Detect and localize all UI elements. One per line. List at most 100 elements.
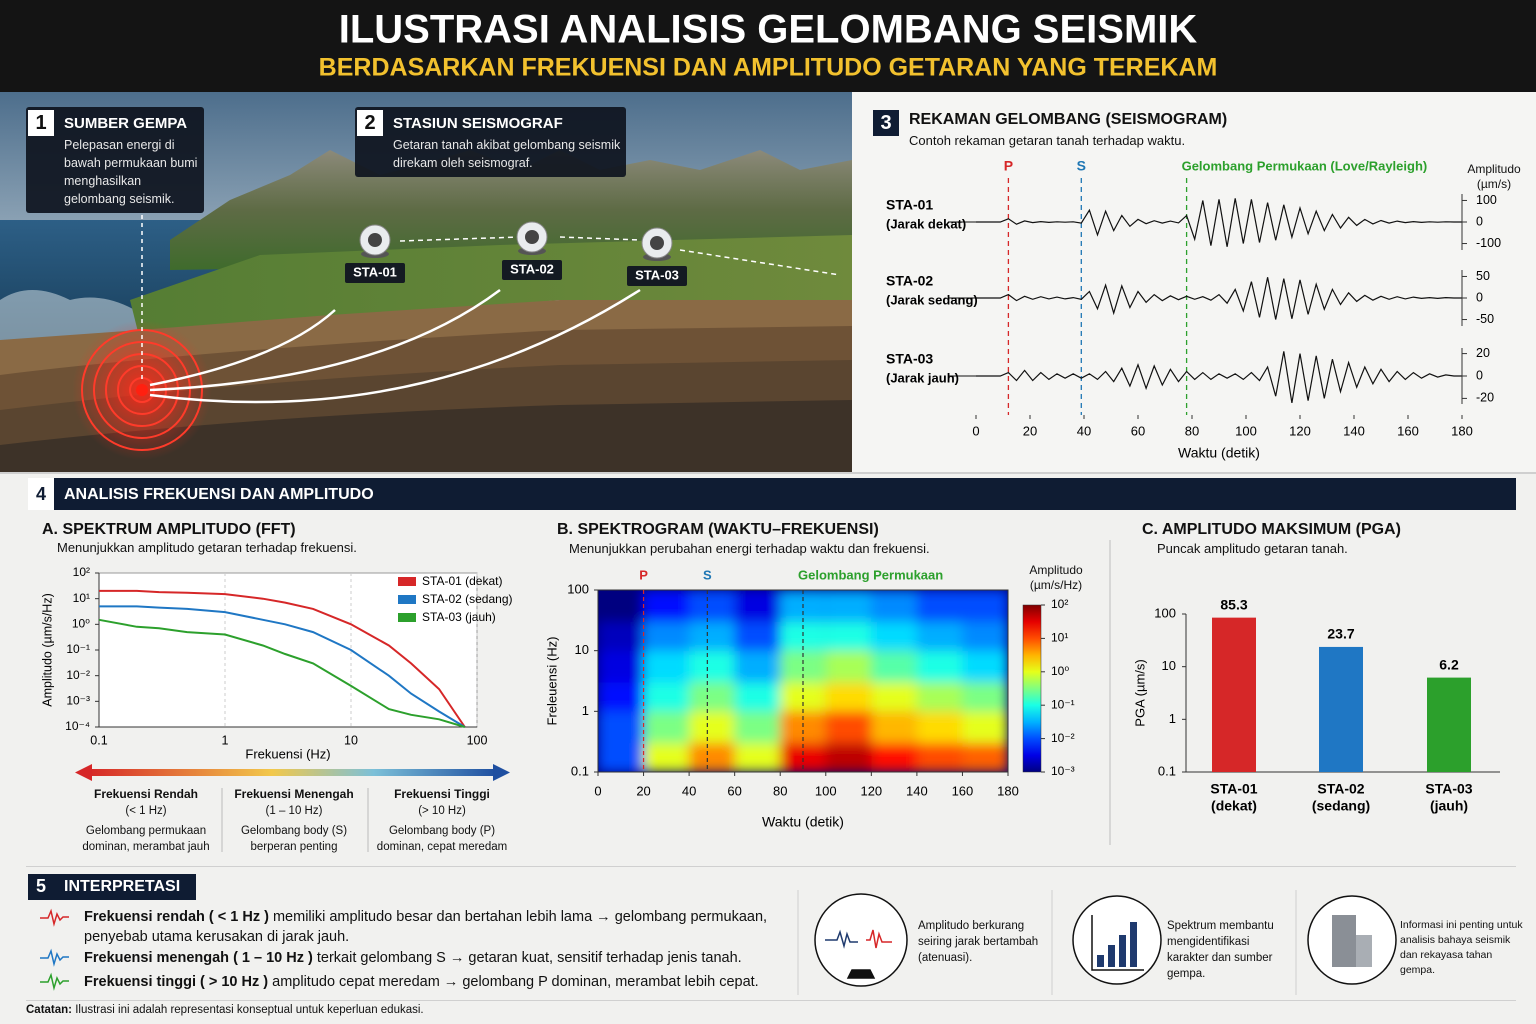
heatmap-cell — [689, 590, 735, 622]
heatmap-cell — [916, 621, 963, 651]
legend-label: STA-02 (sedang) — [422, 592, 513, 606]
section5-bar — [28, 874, 196, 900]
heatmap-cell — [689, 743, 735, 772]
x-tick-label: 140 — [1343, 423, 1365, 438]
interp-icon — [40, 908, 69, 927]
legend-swatch — [398, 595, 416, 604]
heatmap-cell — [871, 590, 917, 622]
y-tick-label: 20 — [1476, 346, 1490, 360]
legend-swatch — [398, 613, 416, 622]
band-high: Frekuensi Tinggi (> 10 Hz) Gelombang body … — [372, 786, 512, 855]
heatmap-cell — [598, 590, 644, 622]
section5-title: INTERPRETASI — [64, 878, 180, 895]
pga-title: C. AMPLITUDO MAKSIMUM (PGA) — [1142, 521, 1401, 538]
value-label: 23.7 — [1327, 626, 1354, 642]
y-tick-label: 1 — [582, 703, 589, 718]
plot-area — [98, 572, 478, 728]
heatmap-cell — [962, 621, 1008, 651]
x-tick-label: 80 — [1185, 423, 1199, 438]
y-tick-label: 0.1 — [1158, 763, 1176, 778]
heatmap-cell — [916, 650, 963, 683]
footnote-bold: Catatan: — [26, 1004, 73, 1016]
spectrum-line — [98, 618, 466, 728]
heatmap-cell — [689, 650, 735, 683]
y-tick-label: 100 — [1476, 193, 1497, 207]
trace — [976, 351, 1462, 403]
phase-label: Gelombang Permukaan — [798, 567, 943, 582]
x-tick-label: STA-01 — [1210, 781, 1257, 797]
bar — [1319, 646, 1363, 772]
station-label: STA-01 — [353, 264, 397, 279]
heatmap-cell — [825, 743, 872, 772]
phase-label: S — [1077, 158, 1086, 174]
band-range: (1 – 10 Hz) — [265, 805, 323, 817]
heatmap-cell — [871, 682, 917, 712]
heatmap-cell — [916, 711, 963, 744]
heatmap-cell — [916, 743, 963, 772]
x-tick-label: 80 — [773, 783, 787, 798]
colorbar-tick-label: 10¹ — [1051, 631, 1068, 645]
heatmap-cell — [871, 650, 917, 683]
interp-item: Frekuensi menengah ( 1 – 10 Hz ) terkait… — [84, 948, 784, 968]
heatmap-cell — [734, 650, 781, 683]
heatmap-cell — [825, 650, 872, 683]
x-tick-label: 100 — [1235, 423, 1257, 438]
interp-text: amplitudo cepat meredam → gelombang P do… — [268, 974, 759, 990]
x-tick-label: 20 — [1023, 423, 1037, 438]
station-label: STA-03 — [635, 267, 679, 282]
y-tick-label: 10¹ — [73, 591, 90, 605]
heatmap-cell — [689, 621, 735, 651]
insight-card: Amplitudo berkurang seiring jarak bertam… — [918, 920, 1039, 964]
insight-card: Spektrum membantu mengidentifikasi karak… — [1167, 920, 1274, 980]
seismogram-panel — [852, 92, 1536, 472]
y-tick-label: 0 — [1476, 214, 1483, 228]
land-surface — [130, 235, 852, 340]
x-tick-label: 160 — [952, 783, 974, 798]
heatmap-cell — [643, 650, 690, 683]
spectrogram-title: B. SPEKTROGRAM (WAKTU–FREKUENSI) — [557, 521, 879, 538]
card-2: 2 STASIUN SEISMOGRAF Getaran tanah akiba… — [355, 107, 626, 177]
heatmap-cell — [734, 743, 781, 772]
strata-4 — [0, 400, 852, 472]
interp-text: memiliki amplitudo besar dan bertahan le… — [84, 909, 768, 945]
station-label-box — [345, 263, 405, 283]
bar — [1212, 617, 1256, 772]
band-mid: Frekuensi Menengah (1 – 10 Hz) Gelombang b… — [224, 786, 364, 855]
x-axis-label: Frekuensi (Hz) — [245, 746, 330, 761]
y-tick-label: -50 — [1476, 312, 1494, 326]
heatmap-cell — [734, 711, 781, 744]
heatmap-cell — [643, 590, 690, 622]
heatmap-cell — [734, 590, 781, 622]
trace-note: (Jarak jauh) — [886, 370, 959, 385]
card-title: SUMBER GEMPA — [64, 115, 188, 132]
interp-text: terkait gelombang S → getaran kuat, sens… — [312, 950, 742, 966]
band-title: Frekuensi Tinggi — [394, 787, 490, 801]
heatmap-cell — [643, 682, 690, 712]
x-tick-label: 1 — [222, 733, 229, 747]
divider — [0, 472, 1536, 474]
trace-name: STA-01 — [886, 197, 933, 213]
insight-card: Informasi ini penting untuk analisis bah… — [1400, 919, 1523, 976]
footnote: Catatan: Ilustrasi ini adalah representa… — [26, 1004, 424, 1016]
station-links — [399, 236, 841, 276]
heatmap-cell — [598, 682, 644, 712]
bar — [1427, 677, 1471, 772]
freq-arrow-left — [75, 764, 92, 781]
y-tick-label: 10⁰ — [72, 617, 90, 631]
x-tick-label: 180 — [1451, 423, 1473, 438]
x-tick-label: 40 — [1077, 423, 1091, 438]
ray-paths — [149, 288, 641, 404]
station-lens — [650, 236, 664, 250]
heatmap-cell — [871, 621, 917, 651]
heatmap-cell — [916, 682, 963, 712]
heatmap-cell — [598, 743, 644, 772]
x-tick-label: 100 — [815, 783, 837, 798]
section5-number: 5 — [36, 876, 46, 896]
pga-subtitle: Puncak amplitudo getaran tanah. — [1157, 541, 1348, 556]
source-point — [136, 384, 148, 396]
interp-bold: Frekuensi menengah ( 1 – 10 Hz ) — [84, 950, 313, 966]
y-tick-label: 0.1 — [571, 763, 589, 778]
legend-label: STA-03 (jauh) — [422, 610, 496, 624]
spectrogram-subtitle: Menunjukkan perubahan energi terhadap wa… — [569, 541, 930, 556]
